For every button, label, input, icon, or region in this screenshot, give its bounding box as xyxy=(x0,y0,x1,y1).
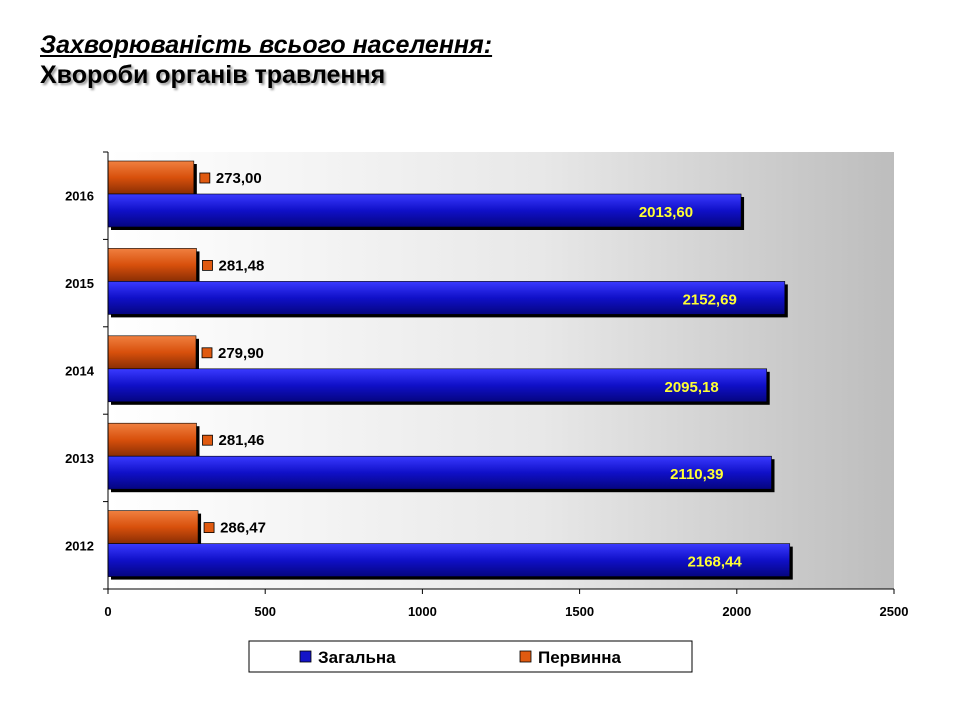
legend-swatch-zagalna xyxy=(299,650,312,663)
x-tick-label-1500: 1500 xyxy=(565,604,594,619)
data-label-zagalna-2014: 2095,18 xyxy=(664,379,718,396)
data-label-pervynna-2012: 286,47 xyxy=(220,520,266,537)
x-tick-label-0: 0 xyxy=(104,604,111,619)
data-label-zagalna-2015: 2152,69 xyxy=(683,291,737,308)
data-label-marker xyxy=(203,522,215,533)
legend-label-zagalna: Загальна xyxy=(318,648,396,667)
legend-box xyxy=(248,640,693,673)
title-block: Захворюваність всього населення: Хвороби… xyxy=(40,30,492,90)
x-tick-label-2500: 2500 xyxy=(880,604,909,619)
y-tick-label-2014: 2014 xyxy=(65,364,95,379)
bar-pervynna-2014 xyxy=(107,335,197,370)
bar-pervynna-2012 xyxy=(107,510,199,544)
bar-zagalna-2015 xyxy=(107,281,786,315)
data-label-marker xyxy=(202,259,213,271)
bar-zagalna-2016 xyxy=(107,193,742,228)
data-label-zagalna-2016: 2013,60 xyxy=(639,204,693,221)
legend-swatch-pervynna xyxy=(519,650,532,663)
bar-pervynna-2016 xyxy=(107,160,195,195)
y-tick-label-2015: 2015 xyxy=(65,276,94,291)
bars-layer: 286,47 2168,44 281,46 2110,39 279,90 2095,18 2… xyxy=(107,160,793,580)
data-label-zagalna-2013: 2110,39 xyxy=(670,466,723,483)
y-tick-label-2012: 2012 xyxy=(65,538,94,553)
legend-label-pervynna: Первинна xyxy=(538,648,621,667)
x-tick-label-1000: 1000 xyxy=(408,604,437,619)
x-tick-label-2000: 2000 xyxy=(722,604,751,619)
bar-zagalna-2013 xyxy=(107,455,772,490)
axes-layer: 2012 2013 2014 2015 2016 0 500 1000 1500 2000 2500 xyxy=(65,151,909,619)
data-label-pervynna-2014: 279,90 xyxy=(218,345,264,362)
x-tick-label-500: 500 xyxy=(254,604,276,619)
bar-zagalna-2014 xyxy=(107,368,768,403)
bar-pervynna-2013 xyxy=(107,422,197,457)
data-label-zagalna-2012: 2168,44 xyxy=(688,554,743,571)
data-label-marker xyxy=(199,172,211,184)
data-label-marker xyxy=(202,434,213,446)
legend: Загальна Первинна xyxy=(248,640,693,673)
bar-pervynna-2015 xyxy=(107,248,197,282)
data-label-marker xyxy=(201,347,213,359)
chart-title: Захворюваність всього населення: xyxy=(40,31,493,59)
data-label-pervynna-2015: 281,48 xyxy=(218,257,264,274)
bar-zagalna-2012 xyxy=(107,543,791,577)
data-label-pervynna-2016: 273,00 xyxy=(216,170,262,187)
chart-subtitle: Хвороби органів травлення xyxy=(40,61,386,89)
y-tick-label-2016: 2016 xyxy=(65,189,94,204)
data-label-pervynna-2013: 281,46 xyxy=(218,432,264,449)
y-tick-label-2013: 2013 xyxy=(65,451,94,466)
